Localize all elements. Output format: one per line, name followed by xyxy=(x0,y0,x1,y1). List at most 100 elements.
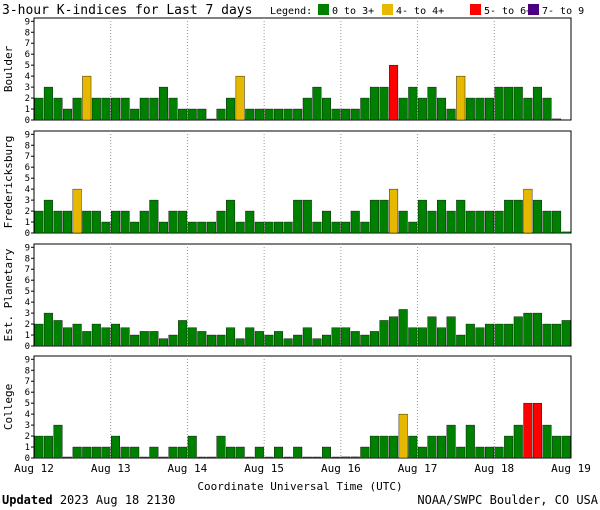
k-index-bar xyxy=(379,435,389,459)
k-index-bar xyxy=(226,327,236,347)
k-index-bar xyxy=(72,97,82,121)
x-tick-label: Aug 12 xyxy=(14,462,54,475)
k-index-bar xyxy=(274,108,284,121)
k-index-bar xyxy=(552,118,562,121)
panel-label: Boulder xyxy=(2,45,15,92)
k-index-bar xyxy=(178,446,188,459)
k-index-bar xyxy=(216,334,226,347)
k-index-bar xyxy=(331,456,341,459)
y-tick-label: 2 xyxy=(25,432,30,442)
k-index-bar xyxy=(82,446,92,459)
k-index-bar xyxy=(398,413,408,459)
k-index-bar xyxy=(293,199,303,234)
y-tick-label: 9 xyxy=(25,17,30,27)
k-index-bar xyxy=(206,118,216,121)
k-index-bar xyxy=(264,334,274,347)
k-index-bar xyxy=(235,446,245,459)
k-index-bar xyxy=(130,446,140,459)
k-index-bar xyxy=(427,210,437,234)
k-index-bar xyxy=(523,97,533,121)
k-index-bar xyxy=(168,446,178,459)
k-index-bar xyxy=(168,97,178,121)
k-index-bar xyxy=(523,312,533,347)
k-index-bar xyxy=(331,108,341,121)
legend-swatch-2 xyxy=(382,4,393,15)
y-tick-label: 9 xyxy=(25,243,30,253)
k-index-bar xyxy=(43,199,53,234)
k-index-bar xyxy=(417,199,427,234)
k-index-bar xyxy=(494,323,504,347)
k-index-bar xyxy=(130,334,140,347)
y-tick-label: 6 xyxy=(25,276,30,286)
k-index-bar xyxy=(408,86,418,121)
k-index-bar xyxy=(120,210,130,234)
k-index-bar xyxy=(206,334,216,347)
y-tick-label: 8 xyxy=(25,366,30,376)
y-tick-label: 0 xyxy=(25,116,30,126)
k-index-bar xyxy=(465,424,475,459)
k-index-bar xyxy=(120,327,130,347)
k-index-bar xyxy=(398,97,408,121)
k-index-bar xyxy=(427,86,437,121)
k-index-bar xyxy=(82,75,92,121)
k-index-bar xyxy=(245,108,255,121)
k-index-bar xyxy=(283,221,293,234)
k-index-bar xyxy=(302,456,312,459)
k-index-bar xyxy=(216,108,226,121)
k-index-bar xyxy=(139,331,149,347)
y-tick-label: 7 xyxy=(25,39,30,49)
k-index-bar xyxy=(206,456,216,459)
y-tick-label: 2 xyxy=(25,94,30,104)
k-index-bar xyxy=(389,316,399,347)
k-index-bar xyxy=(341,456,351,459)
k-index-bar xyxy=(178,108,188,121)
k-index-bar xyxy=(341,327,351,347)
k-index-bar xyxy=(341,108,351,121)
k-index-bar xyxy=(532,86,542,121)
updated-value: 2023 Aug 18 2130 xyxy=(60,493,176,507)
k-index-bar xyxy=(187,221,197,234)
k-index-bar xyxy=(437,199,447,234)
k-index-bar xyxy=(369,435,379,459)
k-index-bar xyxy=(293,446,303,459)
k-index-bar xyxy=(494,86,504,121)
k-index-bar xyxy=(264,221,274,234)
k-index-bar xyxy=(321,97,331,121)
k-index-bar xyxy=(312,221,322,234)
k-index-bar xyxy=(72,446,82,459)
y-tick-label: 9 xyxy=(25,130,30,140)
y-tick-label: 1 xyxy=(25,218,30,228)
k-index-bar xyxy=(398,210,408,234)
k-index-bar xyxy=(63,456,73,459)
y-tick-label: 3 xyxy=(25,309,30,319)
k-index-bar xyxy=(475,327,485,347)
k-index-bar xyxy=(235,75,245,121)
k-index-bar xyxy=(187,108,197,121)
k-index-bar xyxy=(465,210,475,234)
k-index-bar xyxy=(532,199,542,234)
k-index-bar xyxy=(369,331,379,347)
legend-entry-4: 7- to 9 xyxy=(542,6,584,17)
y-tick-label: 3 xyxy=(25,421,30,431)
k-index-bar xyxy=(408,327,418,347)
k-index-bar xyxy=(139,456,149,459)
y-tick-label: 4 xyxy=(25,185,30,195)
k-index-bar xyxy=(72,188,82,234)
legend-label: Legend: xyxy=(270,6,312,17)
chart-title: 3-hour K-indices for Last 7 days xyxy=(2,3,252,18)
k-index-bar xyxy=(302,199,312,234)
x-tick-label: Aug 19 xyxy=(551,462,591,475)
k-index-bar xyxy=(523,188,533,234)
k-index-bar xyxy=(302,327,312,347)
k-index-bar xyxy=(532,312,542,347)
legend-swatch-3 xyxy=(470,4,481,15)
k-index-bar xyxy=(484,210,494,234)
k-index-bar xyxy=(542,424,552,459)
x-axis-label: Coordinate Universal Time (UTC) xyxy=(197,480,402,493)
k-index-bar xyxy=(197,108,207,121)
k-index-bar xyxy=(149,97,159,121)
k-index-bar xyxy=(226,199,236,234)
x-tick-label: Aug 16 xyxy=(321,462,361,475)
x-tick-label: Aug 15 xyxy=(244,462,284,475)
